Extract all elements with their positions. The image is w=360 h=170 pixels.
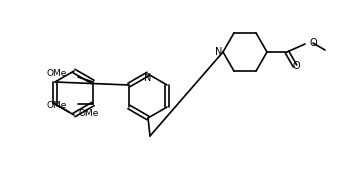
Text: OMe: OMe — [47, 70, 67, 79]
Text: O: O — [309, 38, 317, 48]
Text: O: O — [292, 61, 300, 71]
Text: N: N — [144, 73, 152, 83]
Text: N: N — [215, 47, 222, 57]
Text: OMe: OMe — [79, 109, 99, 118]
Text: OMe: OMe — [47, 100, 67, 109]
